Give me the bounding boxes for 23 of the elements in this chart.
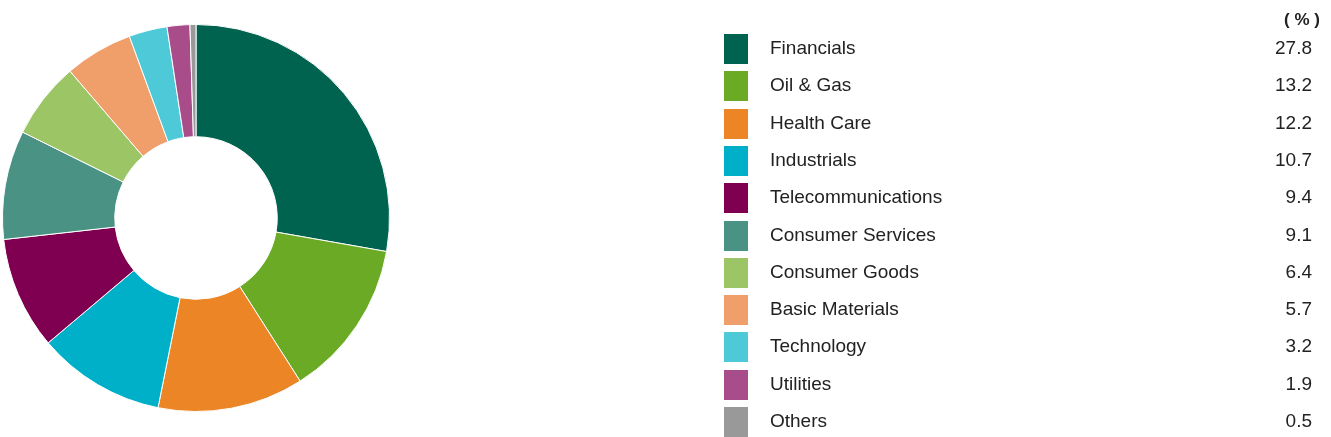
data-label: 3.2 <box>1285 335 1312 358</box>
legend-label: Oil & Gas <box>770 74 852 97</box>
legend-label: Health Care <box>770 111 872 134</box>
legend-label: Industrials <box>770 148 857 171</box>
data-label: 10.7 <box>1275 148 1312 171</box>
data-label: 27.8 <box>1275 37 1312 59</box>
legend-label: Consumer Services <box>770 223 936 246</box>
data-label: 9.1 <box>1285 223 1312 246</box>
data-label: 0.5 <box>1285 410 1312 432</box>
legend-label: Financials <box>770 37 856 59</box>
data-label: 5.7 <box>1285 298 1312 321</box>
legend-label: Others <box>770 410 828 432</box>
legend-label: Telecommunications <box>770 186 943 209</box>
legend-label: Utilities <box>770 372 832 395</box>
data-label: 1.9 <box>1285 372 1312 395</box>
data-label: 9.4 <box>1285 186 1312 209</box>
data-label: 12.2 <box>1275 111 1312 134</box>
legend-label: Technology <box>770 335 867 358</box>
data-label: 6.4 <box>1285 260 1312 283</box>
legend-label: Basic Materials <box>770 298 899 321</box>
legend-label: Consumer Goods <box>770 260 919 283</box>
data-label: 13.2 <box>1275 74 1312 97</box>
legend-title: ( % ) <box>1284 10 1320 30</box>
